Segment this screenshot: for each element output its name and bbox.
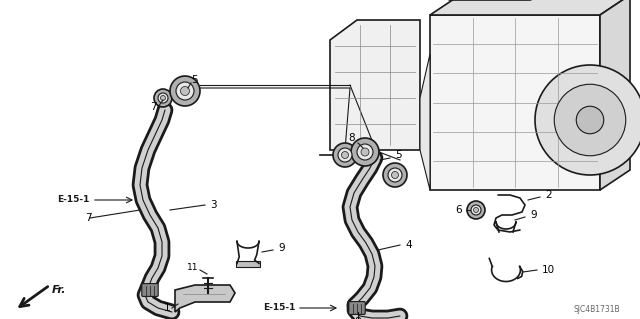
Circle shape: [467, 201, 485, 219]
Text: 8: 8: [349, 133, 355, 143]
Circle shape: [471, 205, 481, 215]
Circle shape: [383, 163, 407, 187]
Circle shape: [474, 207, 479, 212]
Circle shape: [576, 106, 604, 134]
Circle shape: [333, 143, 357, 167]
Circle shape: [357, 144, 373, 160]
Circle shape: [388, 168, 402, 182]
Text: 6: 6: [456, 205, 462, 215]
Text: 7: 7: [84, 213, 92, 223]
Text: Fr.: Fr.: [52, 285, 67, 295]
Circle shape: [361, 148, 369, 156]
Circle shape: [392, 172, 399, 179]
Text: E-15-1: E-15-1: [58, 196, 90, 204]
Text: 7: 7: [150, 102, 156, 112]
Circle shape: [338, 148, 352, 162]
Circle shape: [342, 152, 349, 159]
Polygon shape: [430, 15, 600, 190]
Polygon shape: [330, 20, 420, 150]
FancyBboxPatch shape: [349, 301, 365, 315]
Circle shape: [158, 93, 168, 103]
Text: 10: 10: [542, 265, 555, 275]
Text: E-15-1: E-15-1: [262, 303, 295, 313]
Circle shape: [351, 138, 379, 166]
Text: 5: 5: [192, 75, 198, 85]
Text: 4: 4: [405, 240, 412, 250]
Text: 9: 9: [530, 210, 536, 220]
Text: 8: 8: [355, 317, 362, 319]
Circle shape: [161, 95, 166, 100]
Text: SJC4B1731B: SJC4B1731B: [573, 305, 620, 314]
Circle shape: [554, 84, 626, 156]
Circle shape: [154, 89, 172, 107]
Polygon shape: [430, 0, 630, 15]
Circle shape: [180, 86, 189, 95]
Text: 5: 5: [395, 150, 402, 160]
Text: 2: 2: [545, 190, 552, 200]
Polygon shape: [236, 261, 260, 267]
Polygon shape: [175, 285, 235, 312]
Text: 11: 11: [186, 263, 198, 272]
Circle shape: [535, 65, 640, 175]
Circle shape: [170, 76, 200, 106]
Text: 3: 3: [210, 200, 216, 210]
Text: 1: 1: [163, 303, 170, 313]
Polygon shape: [600, 0, 630, 190]
FancyBboxPatch shape: [142, 284, 158, 296]
Text: 9: 9: [278, 243, 285, 253]
Polygon shape: [420, 54, 430, 190]
Circle shape: [176, 82, 194, 100]
